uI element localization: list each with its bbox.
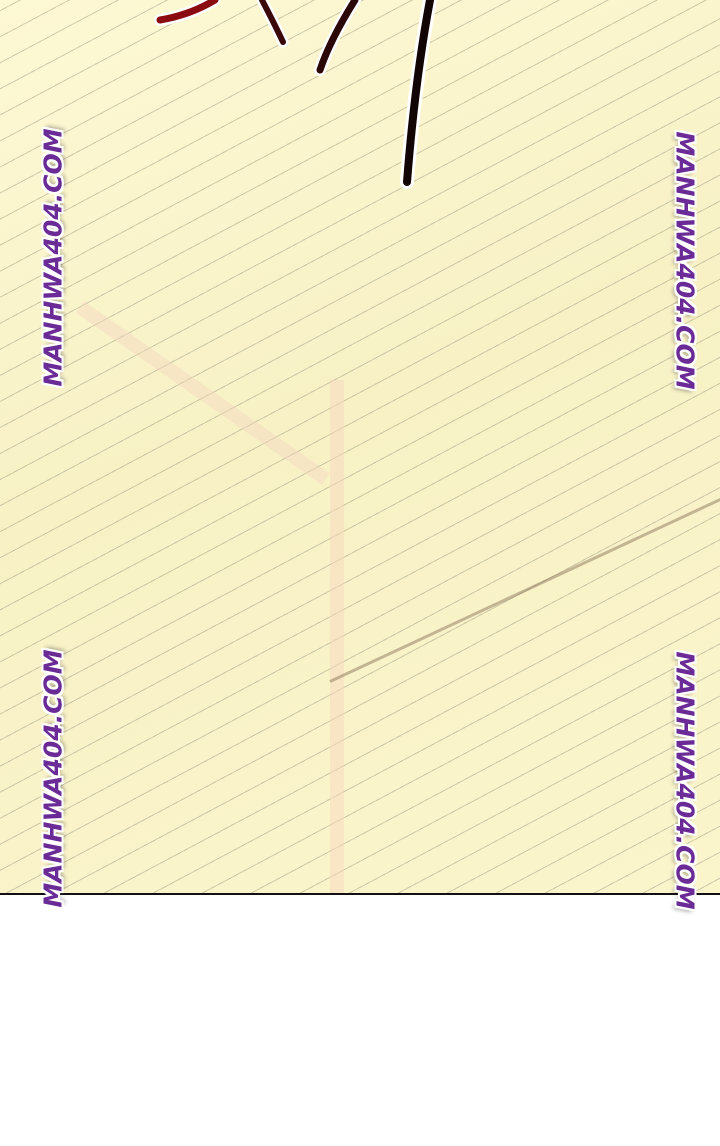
watermark: MANHWA404.COM [38,649,68,908]
comic-panel [0,0,720,893]
panel-border [0,893,720,895]
wall-edge [330,380,344,893]
ink-strokes [156,0,434,186]
watermark: MANHWA404.COM [670,651,700,910]
watermark: MANHWA404.COM [38,128,68,387]
watermark: MANHWA404.COM [670,131,700,390]
